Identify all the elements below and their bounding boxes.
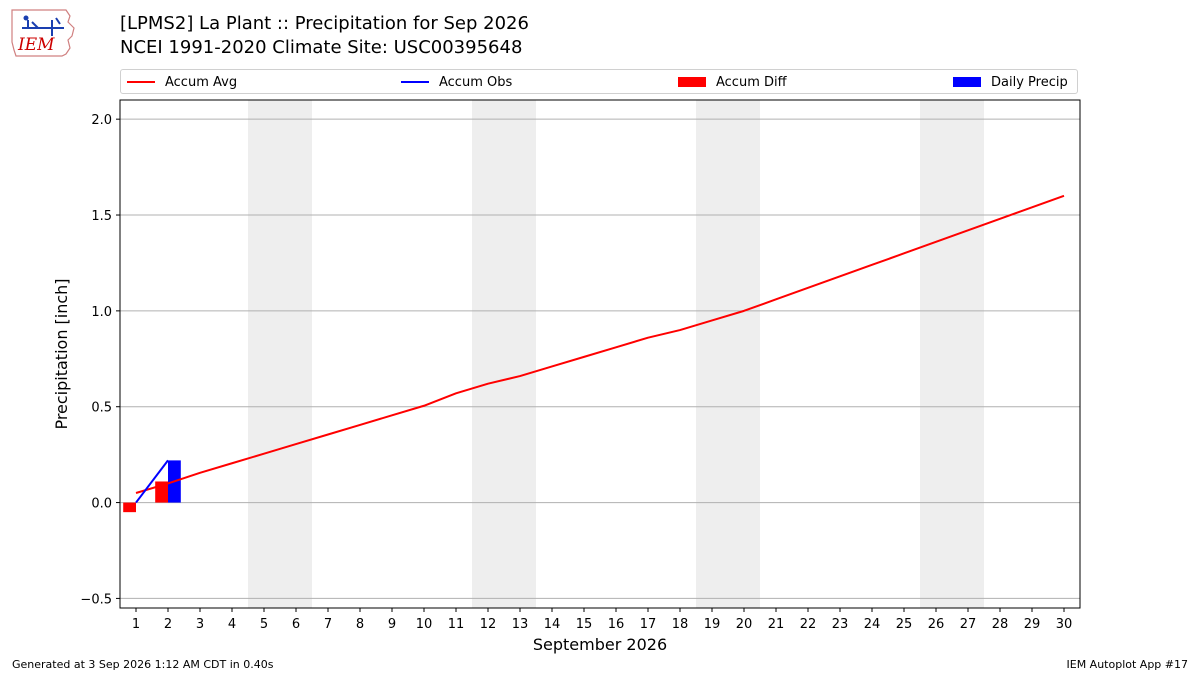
legend-swatch-accum-obs xyxy=(401,81,429,83)
y-tick-label: −0.5 xyxy=(80,592,112,607)
x-tick-label: 1 xyxy=(132,617,140,632)
x-tick-label: 6 xyxy=(292,617,300,632)
iowa-state-outline xyxy=(11,9,75,57)
y-tick-label: 0.5 xyxy=(91,401,112,416)
weekend-shade-2 xyxy=(472,100,536,608)
legend-label-accum-diff: Accum Diff xyxy=(716,74,787,90)
footer-generated-text: Generated at 3 Sep 2026 1:12 AM CDT in 0… xyxy=(12,658,274,671)
x-tick-label: 7 xyxy=(324,617,332,632)
x-tick-label: 11 xyxy=(448,617,465,632)
weekend-shade-1 xyxy=(248,100,312,608)
legend-item-daily-precip: Daily Precip xyxy=(953,74,1068,90)
iem-logo: IEM xyxy=(11,9,75,57)
x-tick-label: 24 xyxy=(864,617,881,632)
x-tick-label: 4 xyxy=(228,617,236,632)
x-tick-label: 21 xyxy=(768,617,785,632)
x-tick-label: 23 xyxy=(832,617,849,632)
y-tick-label: 1.0 xyxy=(91,305,112,320)
x-tick-label: 19 xyxy=(704,617,721,632)
x-tick-label: 18 xyxy=(672,617,689,632)
legend-label-accum-obs: Accum Obs xyxy=(439,74,513,90)
logo-text: IEM xyxy=(17,35,55,55)
x-tick-label: 5 xyxy=(260,617,268,632)
accum-diff-bar xyxy=(123,502,136,513)
x-tick-label: 29 xyxy=(1024,617,1041,632)
chart-title: [LPMS2] La Plant :: Precipitation for Se… xyxy=(120,13,529,34)
legend-label-daily-precip: Daily Precip xyxy=(991,74,1068,90)
x-tick-label: 28 xyxy=(992,617,1009,632)
y-axis-label: Precipitation [inch] xyxy=(52,278,71,429)
x-tick-label: 13 xyxy=(512,617,529,632)
legend-swatch-accum-avg xyxy=(127,81,155,83)
x-tick-label: 30 xyxy=(1056,617,1073,632)
x-tick-label: 17 xyxy=(640,617,657,632)
station-dot-icon xyxy=(23,15,29,21)
x-tick-label: 3 xyxy=(196,617,204,632)
weekend-shade-3 xyxy=(696,100,760,608)
x-tick-label: 14 xyxy=(544,617,561,632)
x-axis-label: September 2026 xyxy=(533,635,667,654)
footer-app-text: IEM Autoplot App #17 xyxy=(1066,658,1189,671)
accum-obs-line xyxy=(135,459,169,504)
x-tick-label: 9 xyxy=(388,617,396,632)
x-tick-label: 16 xyxy=(608,617,625,632)
plot-frame xyxy=(119,99,1081,609)
y-tick-label: 1.5 xyxy=(91,209,112,224)
x-tick-label: 2 xyxy=(164,617,172,632)
x-tick-label: 8 xyxy=(356,617,364,632)
x-tick-label: 20 xyxy=(736,617,753,632)
x-tick-label: 15 xyxy=(576,617,593,632)
legend-item-accum-avg: Accum Avg xyxy=(127,74,237,90)
y-tick-label: 2.0 xyxy=(91,113,112,128)
legend-swatch-accum-diff xyxy=(678,77,706,87)
x-tick-label: 10 xyxy=(416,617,433,632)
chart-subtitle: NCEI 1991-2020 Climate Site: USC00395648 xyxy=(120,37,523,58)
x-tick-label: 25 xyxy=(896,617,913,632)
legend-swatch-daily-precip xyxy=(953,77,981,87)
legend-item-accum-diff: Accum Diff xyxy=(678,74,787,90)
x-tick-label: 22 xyxy=(800,617,817,632)
legend-label-accum-avg: Accum Avg xyxy=(165,74,238,90)
accum-avg-line xyxy=(135,194,1065,494)
weather-station-icon xyxy=(22,17,64,36)
legend: Accum Avg Accum Obs Accum Diff Daily Pre… xyxy=(120,69,1078,94)
legend-item-accum-obs: Accum Obs xyxy=(401,74,512,90)
x-tick-label: 27 xyxy=(960,617,977,632)
x-tick-label: 12 xyxy=(480,617,497,632)
x-tick-label: 26 xyxy=(928,617,945,632)
y-tick-label: 0.0 xyxy=(91,497,112,512)
weekend-shade-4 xyxy=(920,100,984,608)
